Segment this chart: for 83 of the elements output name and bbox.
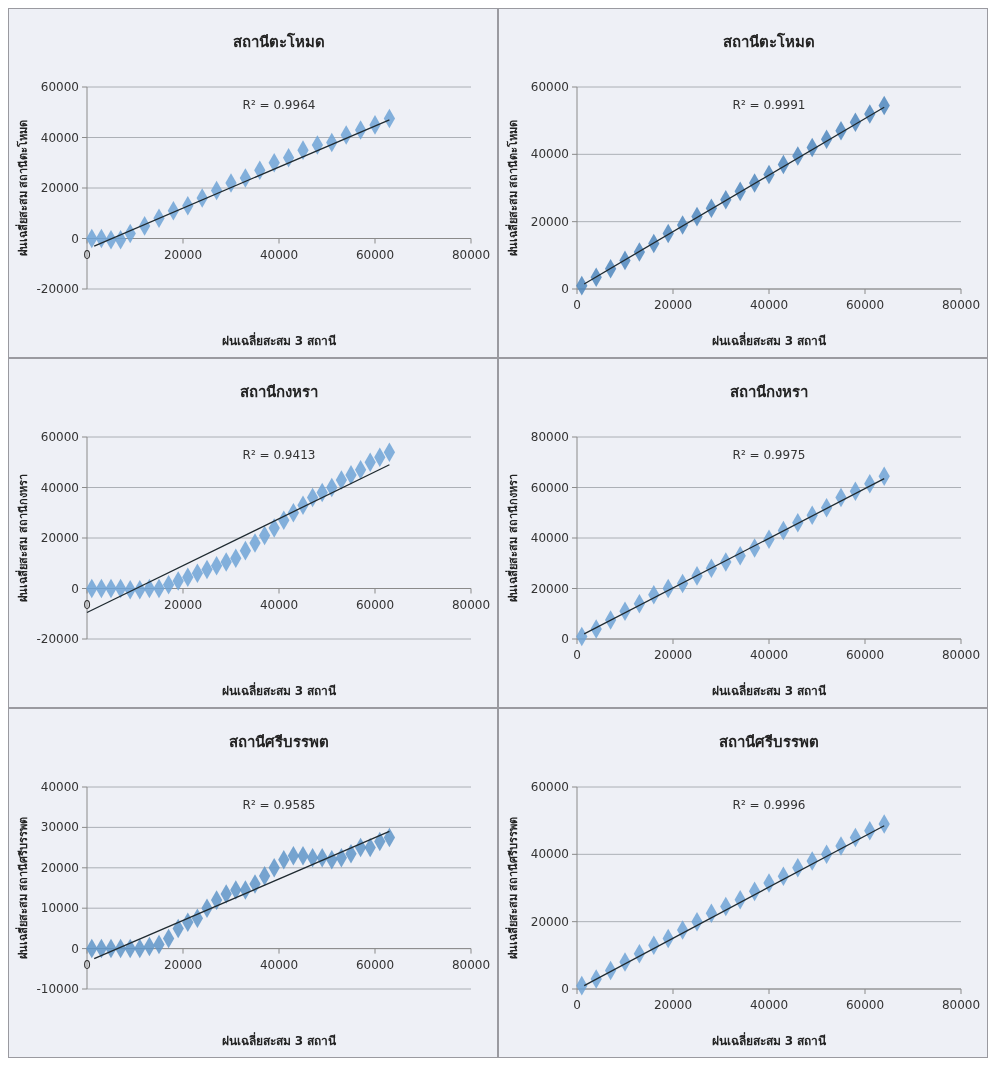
y-axis-title: ฝนเฉลี่ยสะสม สถานีศรีบรรพต — [15, 816, 30, 960]
y-tick-label: 10000 — [40, 901, 79, 916]
y-axis-title: ฝนเฉลี่ยสะสม สถานีกงหรา — [15, 474, 30, 602]
y-tick-label: 20000 — [530, 214, 569, 229]
x-tick-label: 0 — [83, 957, 91, 972]
y-tick-label: 60000 — [530, 480, 569, 495]
y-tick-label: 0 — [561, 282, 569, 296]
x-axis-title: ฝนเฉลี่ยสะสม 3 สถานี — [711, 1032, 828, 1048]
y-tick-label: 0 — [71, 941, 79, 956]
x-tick-label: 20000 — [653, 998, 693, 1012]
x-tick-label: 60000 — [355, 957, 395, 972]
x-tick-label: 0 — [573, 298, 581, 312]
y-tick-label: -20000 — [36, 632, 79, 646]
x-tick-label: 40000 — [749, 648, 789, 662]
y-tick-label: 40000 — [40, 480, 79, 495]
x-tick-label: 0 — [83, 247, 91, 262]
x-tick-label: 60000 — [845, 648, 885, 662]
y-tick-label: 60000 — [530, 80, 569, 94]
y-tick-label: 20000 — [40, 181, 79, 195]
annotation: R² = 0.9585 — [242, 798, 316, 812]
x-tick-label: 80000 — [451, 957, 491, 972]
chart-title: สถานีตะโหมด — [723, 32, 815, 51]
y-axis-title: ฝนเฉลี่ยสะสม สถานีตะโหมด — [15, 119, 30, 257]
annotation: R² = 0.9964 — [242, 98, 316, 112]
x-tick-label: 0 — [573, 648, 581, 662]
y-tick-label: 60000 — [40, 430, 79, 444]
x-axis-title: ฝนเฉลี่ยสะสม 3 สถานี — [221, 1032, 338, 1048]
y-axis-title: ฝนเฉลี่ยสะสม สถานีกงหรา — [505, 474, 520, 602]
x-axis-title: ฝนเฉลี่ยสะสม 3 สถานี — [221, 332, 338, 348]
annotation: R² = 0.9991 — [732, 98, 806, 112]
y-tick-label: 80000 — [530, 430, 569, 444]
y-tick-label: 0 — [561, 632, 569, 646]
x-tick-label: 40000 — [259, 597, 299, 612]
y-tick-label: 20000 — [530, 581, 569, 596]
y-tick-label: 40000 — [40, 130, 79, 145]
y-tick-label: 40000 — [40, 780, 79, 794]
x-tick-label: 20000 — [653, 298, 693, 312]
chart-title: สถานีกงหรา — [730, 383, 808, 401]
x-tick-label: 40000 — [749, 998, 789, 1012]
x-axis-title: ฝนเฉลี่ยสะสม 3 สถานี — [711, 332, 828, 348]
x-tick-label: 20000 — [163, 247, 203, 262]
y-tick-label: 0 — [71, 231, 79, 246]
x-tick-label: 40000 — [749, 298, 789, 312]
x-tick-label: 0 — [573, 998, 581, 1012]
y-tick-label: 20000 — [530, 914, 569, 929]
chart-title: สถานีตะโหมด — [233, 32, 325, 51]
x-tick-label: 60000 — [845, 298, 885, 312]
y-tick-label: 20000 — [40, 531, 79, 545]
chart-title: สถานีศรีบรรพต — [229, 733, 329, 751]
y-tick-label: 60000 — [40, 80, 79, 94]
chart-title: สถานีกงหรา — [240, 383, 318, 401]
x-axis-title: ฝนเฉลี่ยสะสม 3 สถานี — [221, 682, 338, 698]
x-tick-label: 80000 — [941, 998, 981, 1012]
y-axis-title: ฝนเฉลี่ยสะสม สถานีตะโหมด — [505, 119, 520, 257]
y-tick-label: 0 — [71, 581, 79, 596]
y-tick-label: -20000 — [36, 282, 79, 296]
x-tick-label: 80000 — [451, 247, 491, 262]
y-tick-label: 40000 — [530, 147, 569, 162]
x-tick-label: 80000 — [941, 648, 981, 662]
x-tick-label: 60000 — [845, 998, 885, 1012]
x-tick-label: 0 — [83, 597, 91, 612]
y-tick-label: 20000 — [40, 860, 79, 875]
y-tick-label: 40000 — [530, 847, 569, 862]
x-axis-title: ฝนเฉลี่ยสะสม 3 สถานี — [711, 682, 828, 698]
x-tick-label: 20000 — [163, 957, 203, 972]
y-axis-title: ฝนเฉลี่ยสะสม สถานีศรีบรรพต — [505, 816, 520, 960]
y-tick-label: 40000 — [530, 531, 569, 545]
chart-title: สถานีศรีบรรพต — [719, 733, 819, 751]
x-tick-label: 80000 — [941, 298, 981, 312]
y-tick-label: 30000 — [40, 820, 79, 835]
x-tick-label: 20000 — [653, 648, 693, 662]
y-tick-label: 0 — [561, 982, 569, 996]
x-tick-label: 60000 — [355, 247, 395, 262]
y-tick-label: -10000 — [36, 982, 79, 996]
annotation: R² = 0.9975 — [732, 448, 806, 462]
annotation: R² = 0.9413 — [242, 448, 316, 462]
y-tick-label: 60000 — [530, 780, 569, 794]
x-tick-label: 40000 — [259, 247, 299, 262]
annotation: R² = 0.9996 — [732, 798, 806, 812]
x-tick-label: 60000 — [355, 597, 395, 612]
x-tick-label: 80000 — [451, 597, 491, 612]
x-tick-label: 40000 — [259, 957, 299, 972]
x-tick-label: 20000 — [163, 597, 203, 612]
